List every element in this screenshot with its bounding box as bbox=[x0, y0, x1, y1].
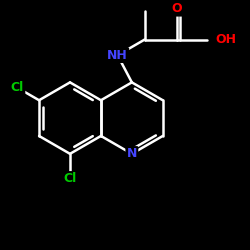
Text: N: N bbox=[127, 147, 137, 160]
Text: Cl: Cl bbox=[11, 81, 24, 94]
Text: NH: NH bbox=[107, 49, 128, 62]
Text: O: O bbox=[172, 2, 182, 15]
Text: OH: OH bbox=[216, 33, 236, 46]
Text: Cl: Cl bbox=[63, 172, 76, 185]
